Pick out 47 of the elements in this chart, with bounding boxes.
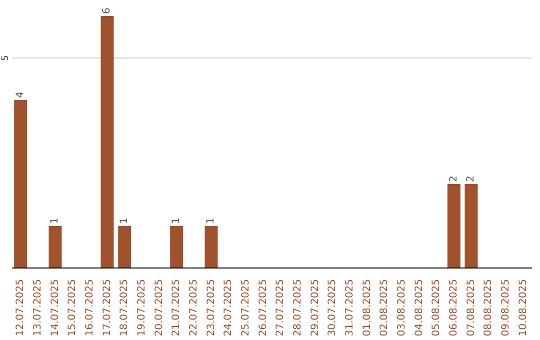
x-tick-label: 19.07.2025 bbox=[136, 279, 148, 336]
x-tick-label: 06.08.2025 bbox=[448, 279, 460, 336]
y-tick-label: 5 bbox=[1, 55, 11, 61]
x-tick-label: 20.07.2025 bbox=[154, 279, 165, 336]
x-tick-label: 24.07.2025 bbox=[223, 279, 234, 336]
x-tick-label: 31.07.2025 bbox=[344, 279, 356, 336]
bar bbox=[447, 184, 460, 268]
x-tick-label: 17.07.2025 bbox=[102, 279, 113, 336]
x-tick-label: 27.07.2025 bbox=[275, 279, 286, 336]
data-label: 2 bbox=[466, 176, 477, 182]
x-tick-label: 14.07.2025 bbox=[50, 279, 61, 336]
x-tick-label: 28.07.2025 bbox=[292, 279, 304, 336]
data-label: 2 bbox=[448, 176, 460, 182]
data-label: 6 bbox=[102, 8, 113, 14]
x-tick-label: 22.07.2025 bbox=[188, 279, 200, 336]
x-tick-label: 15.07.2025 bbox=[67, 279, 78, 336]
data-label: 1 bbox=[206, 218, 217, 224]
x-tick-label: 18.07.2025 bbox=[119, 279, 130, 336]
bar bbox=[204, 226, 218, 268]
x-tick-label: 10.08.2025 bbox=[518, 279, 529, 336]
bar bbox=[170, 226, 184, 268]
x-tick-label: 02.08.2025 bbox=[379, 279, 390, 336]
x-tick-label: 23.07.2025 bbox=[206, 279, 217, 336]
x-tick-label: 16.07.2025 bbox=[84, 279, 96, 336]
bar bbox=[100, 16, 114, 268]
x-tick-label: 12.07.2025 bbox=[15, 279, 26, 336]
x-tick-label: 01.08.2025 bbox=[362, 279, 373, 336]
x-tick-label: 04.08.2025 bbox=[414, 279, 425, 336]
x-tick-label: 25.07.2025 bbox=[240, 279, 252, 336]
bar bbox=[464, 184, 478, 268]
bar bbox=[118, 226, 132, 268]
x-tick-label: 21.07.2025 bbox=[171, 279, 182, 336]
x-tick-label: 13.07.2025 bbox=[32, 279, 44, 336]
bar bbox=[48, 226, 62, 268]
data-label: 4 bbox=[15, 92, 26, 98]
x-tick-label: 26.07.2025 bbox=[258, 279, 269, 336]
x-tick-label: 09.08.2025 bbox=[500, 279, 512, 336]
x-tick-label: 29.07.2025 bbox=[310, 279, 321, 336]
x-tick-label: 30.07.2025 bbox=[327, 279, 338, 336]
x-tick-label: 05.08.2025 bbox=[431, 279, 442, 336]
x-tick-label: 03.08.2025 bbox=[396, 279, 408, 336]
data-label: 1 bbox=[50, 218, 61, 224]
data-label: 1 bbox=[171, 218, 182, 224]
x-tick-label: 08.08.2025 bbox=[483, 279, 494, 336]
bar bbox=[14, 100, 28, 268]
x-tick-label: 07.08.2025 bbox=[466, 279, 477, 336]
data-label: 1 bbox=[119, 218, 130, 224]
